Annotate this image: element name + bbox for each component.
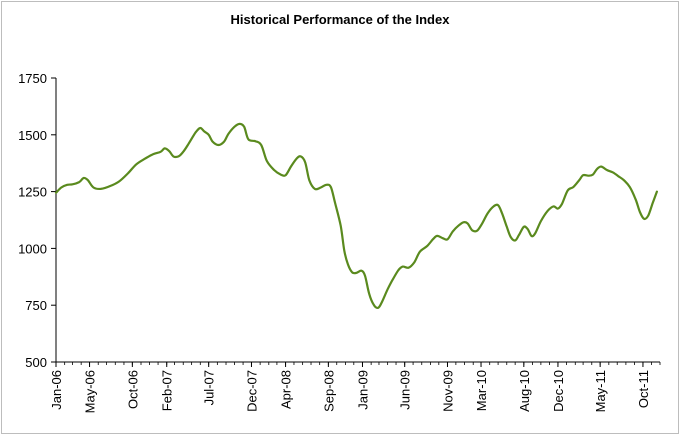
y-tick-labels: 500 750 1000 1250 1500 1750 <box>18 71 47 370</box>
chart-title: Historical Performance of the Index <box>230 12 450 27</box>
y-tick-label: 1500 <box>18 128 47 143</box>
x-tick-labels: Jan-06 May-06 Oct-06 Feb-07 Jul-07 Dec-07 Apr-… <box>49 370 651 413</box>
index-series-line <box>54 122 658 310</box>
x-tick-label: Feb-07 <box>160 370 175 411</box>
x-tick-label: Nov-09 <box>440 370 455 412</box>
x-tick-label: Dec-10 <box>551 370 566 412</box>
x-tick-label: Jul-07 <box>202 370 217 405</box>
x-tick-label: May-11 <box>593 370 608 412</box>
y-tick-label: 1250 <box>18 185 47 200</box>
x-tick-label: Oct-06 <box>125 370 140 409</box>
x-tick-label: Jan-06 <box>49 370 64 410</box>
x-tick-label: Jun-09 <box>398 370 413 410</box>
y-tick-label: 500 <box>25 355 47 370</box>
y-tick-label: 1000 <box>18 241 47 256</box>
series-group <box>54 122 658 310</box>
x-tick-label: Jan-09 <box>355 370 370 410</box>
y-tick-label: 1750 <box>18 71 47 86</box>
x-tick-label: Mar-10 <box>474 370 489 411</box>
x-tick-label: Sep-08 <box>321 370 336 412</box>
x-tick-label: Oct-11 <box>636 370 651 408</box>
x-tick-label: Apr-08 <box>279 370 294 409</box>
chart-axes <box>51 77 661 367</box>
x-tick-label: Dec-07 <box>244 370 259 412</box>
y-tick-label: 750 <box>25 298 47 313</box>
x-tick-label: Aug-10 <box>517 370 532 412</box>
x-tick-label: May-06 <box>83 370 98 413</box>
